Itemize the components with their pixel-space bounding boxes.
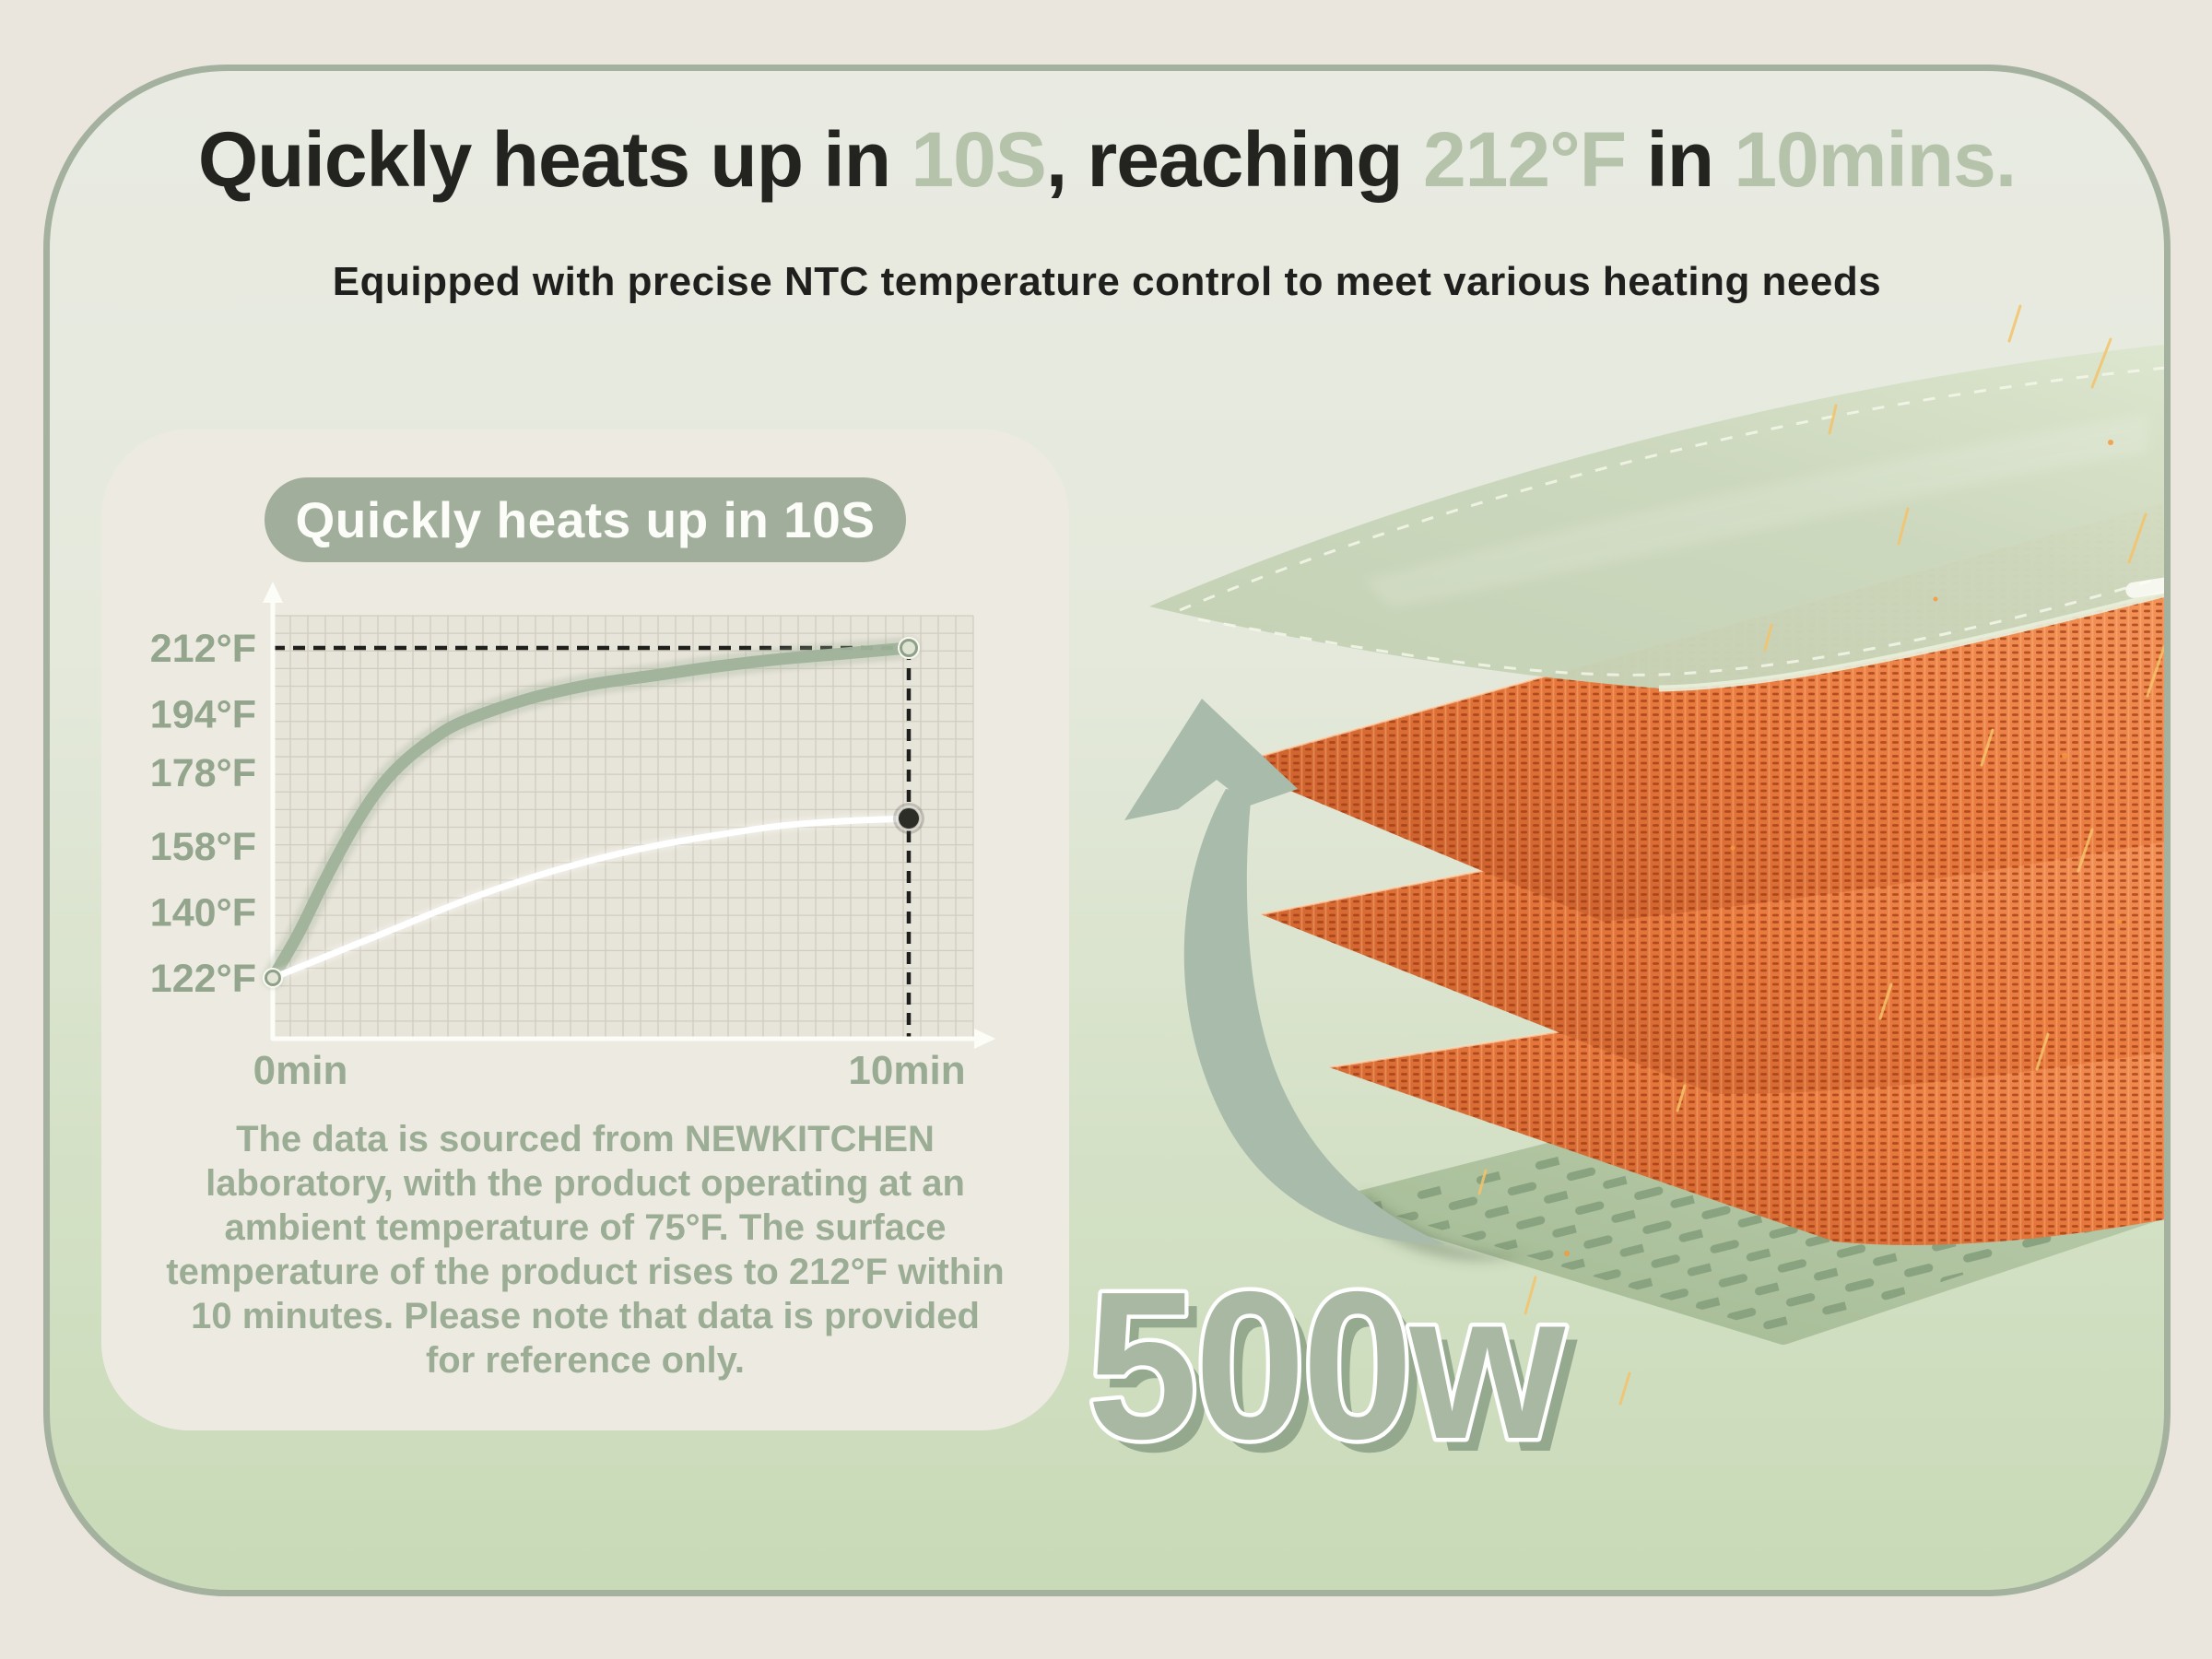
- footnote-line: ambient temperature of 75°F. The surface: [224, 1207, 947, 1248]
- y-tick-label: 178°F: [150, 751, 256, 795]
- heating-curve-chart: 212°F 194°F 178°F 158°F 140°F 122°F 0min 10min: [150, 582, 995, 1093]
- title-accent: 212°F: [1422, 116, 1627, 203]
- title-text: in: [1626, 116, 1735, 203]
- x-tick-label: 0min: [253, 1048, 348, 1093]
- y-tick-label: 158°F: [150, 825, 256, 869]
- footnote-line: laboratory, with the product operating a…: [206, 1163, 965, 1204]
- page-title: Quickly heats up in 10S, reaching 212°F …: [50, 115, 2164, 205]
- footnote-line: for reference only.: [425, 1340, 746, 1381]
- footnote-line: temperature of the product rises to 212°…: [166, 1252, 1005, 1292]
- chart-badge: Quickly heats up in 10S: [265, 477, 906, 562]
- glass-plate: [1149, 344, 2164, 692]
- heater-layers-illustration: [1124, 304, 2164, 1406]
- y-tick-label: 212°F: [150, 627, 256, 671]
- wattage-shadow-text: 500w: [1100, 1262, 1578, 1496]
- x-tick-label: 10min: [848, 1048, 965, 1093]
- rise-arrow-icon: [1124, 699, 1445, 1244]
- content-panel: Quickly heats up in 10S, reaching 212°F …: [43, 65, 2171, 1596]
- page-subtitle: Equipped with precise NTC temperature co…: [332, 259, 1882, 304]
- y-tick-label: 140°F: [150, 890, 256, 935]
- title-accent: 10mins.: [1734, 116, 2017, 203]
- chart-card: Quickly heats up in 10S 212°F 194°F 178°F 1…: [101, 429, 1069, 1430]
- chart-footnote: The data is sourced from NEWKITCHEN labor…: [120, 1117, 1051, 1382]
- title-text: Quickly heats up in: [197, 116, 912, 203]
- glass-logo-capsule: [2125, 575, 2164, 598]
- title-accent: 10S: [911, 116, 1046, 203]
- footnote-line: 10 minutes. Please note that data is pro…: [191, 1296, 980, 1336]
- title-text: , reaching: [1045, 116, 1423, 203]
- y-tick-label: 194°F: [150, 693, 256, 737]
- wattage-text: 500w: [1088, 1249, 1566, 1483]
- footnote-line: The data is sourced from NEWKITCHEN: [236, 1119, 935, 1159]
- arrow-shadow: [1357, 1191, 1530, 1262]
- sparks: [1477, 304, 2164, 1406]
- y-tick-label: 122°F: [150, 957, 256, 1001]
- wattage-label: 500w 500w: [1083, 1245, 1582, 1497]
